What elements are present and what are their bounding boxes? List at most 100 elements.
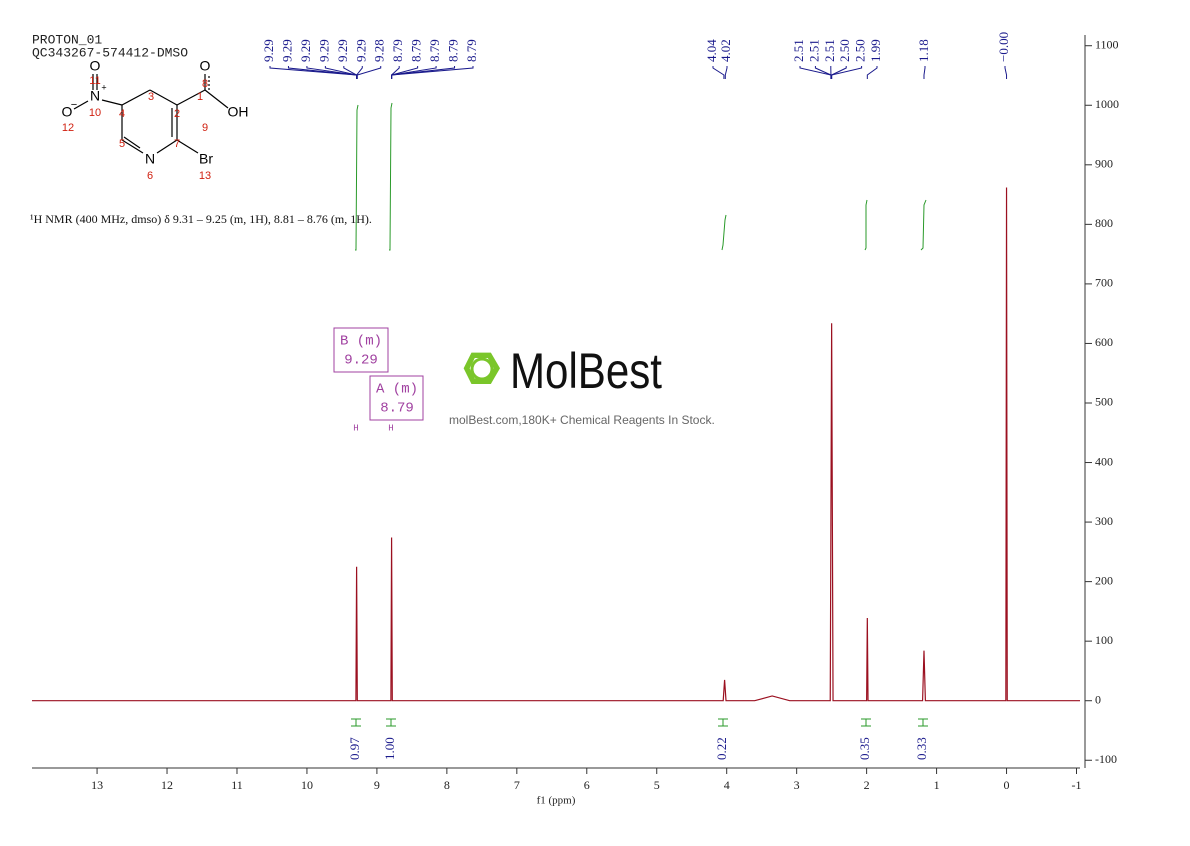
atom-label: N xyxy=(145,151,155,167)
peak-connector xyxy=(867,66,877,79)
integral-bracket xyxy=(386,719,396,726)
x-tick-label: 13 xyxy=(91,778,103,792)
peak-label: 2.51 xyxy=(822,39,837,62)
y-tick-label: 1000 xyxy=(1095,97,1119,111)
y-tick-label: 600 xyxy=(1095,335,1113,349)
peak-label: 9.29 xyxy=(279,39,294,62)
peak-label: 9.29 xyxy=(335,39,350,62)
spectrum xyxy=(32,187,1080,700)
x-tick-label: 5 xyxy=(654,778,660,792)
peak-label: 9.29 xyxy=(261,39,276,62)
atom-label: N xyxy=(90,88,100,104)
atom-number: 11 xyxy=(89,75,100,87)
peak-label: 8.79 xyxy=(427,39,442,62)
atom-number: 2 xyxy=(174,108,180,120)
x-tick-label: 3 xyxy=(794,778,800,792)
atom-label: + xyxy=(101,82,106,92)
atom-number: 7 xyxy=(174,138,180,150)
x-tick-label: -1 xyxy=(1072,778,1082,792)
peak-label: 9.29 xyxy=(316,39,331,62)
y-tick-label: 100 xyxy=(1095,633,1113,647)
peak-connector xyxy=(924,66,925,79)
atom-number: 4 xyxy=(119,108,125,120)
y-tick-label: 500 xyxy=(1095,395,1113,409)
x-tick-label: 0 xyxy=(1004,778,1010,792)
atom-label: − xyxy=(71,99,77,111)
x-tick-label: 7 xyxy=(514,778,520,792)
y-tick-label: 800 xyxy=(1095,216,1113,230)
watermark-tagline: molBest.com,180K+ Chemical Reagents In S… xyxy=(449,413,715,427)
y-tick-label: 0 xyxy=(1095,692,1101,706)
y-tick-label: 700 xyxy=(1095,276,1113,290)
multiplet-shift: 8.79 xyxy=(380,401,414,417)
multiplet-atom: H xyxy=(353,423,358,433)
x-tick-label: 2 xyxy=(864,778,870,792)
y-tick-label: 300 xyxy=(1095,514,1113,528)
x-tick-label: 11 xyxy=(231,778,243,792)
integral-label: 0.33 xyxy=(914,737,929,760)
y-tick-label: 400 xyxy=(1095,454,1113,468)
peak-label: 4.04 xyxy=(704,39,719,62)
multiplet-atom: H xyxy=(388,423,393,433)
atom-number: 1 xyxy=(197,91,203,103)
x-tick-label: 1 xyxy=(934,778,940,792)
atom-number: 6 xyxy=(147,170,153,182)
multiplet-name: A (m) xyxy=(376,382,418,398)
peak-label: 8.79 xyxy=(409,39,424,62)
x-axis-label: f1 (ppm) xyxy=(537,795,576,807)
logo xyxy=(467,355,497,381)
peak-label: 1.18 xyxy=(916,39,931,62)
multiplet-name: B (m) xyxy=(340,334,382,350)
integral-bracket xyxy=(918,719,928,726)
peak-label: 9.28 xyxy=(372,39,387,62)
peak-label: 8.79 xyxy=(464,39,479,62)
peak-connector xyxy=(392,66,400,79)
y-tick-label: 1100 xyxy=(1095,37,1119,51)
x-tick-label: 12 xyxy=(161,778,173,792)
x-tick-label: 9 xyxy=(374,778,380,792)
x-tick-label: 4 xyxy=(724,778,730,792)
peak-label: 9.29 xyxy=(353,39,368,62)
atom-label: O xyxy=(200,58,211,74)
sample-id: QC343267-574412-DMSO xyxy=(32,45,188,60)
x-tick-label: 8 xyxy=(444,778,450,792)
integral-bracket xyxy=(861,719,871,726)
integral-bracket xyxy=(718,719,728,726)
peak-label: 2.51 xyxy=(806,39,821,62)
integral-label: 0.22 xyxy=(714,737,729,760)
peak-label: 8.79 xyxy=(446,39,461,62)
atom-number: 8 xyxy=(202,78,208,90)
y-tick-label: -100 xyxy=(1095,752,1117,766)
atom-number: 13 xyxy=(199,170,211,182)
atom-label: O xyxy=(90,58,101,74)
peak-label: 1.99 xyxy=(868,39,883,62)
atom-number: 12 xyxy=(62,122,74,134)
integral-label: 1.00 xyxy=(382,737,397,760)
integral-label: 0.35 xyxy=(857,737,872,760)
peak-connector xyxy=(357,66,380,79)
integral-bracket xyxy=(351,719,361,726)
atom-label: OH xyxy=(228,104,249,120)
peak-connector xyxy=(392,66,473,79)
peak-label: 8.79 xyxy=(390,39,405,62)
multiplet-shift: 9.29 xyxy=(344,353,378,369)
integral-label: 0.97 xyxy=(347,737,362,760)
atom-label: Br xyxy=(199,151,213,167)
atom-number: 9 xyxy=(202,122,208,134)
x-tick-label: 10 xyxy=(301,778,313,792)
peak-connector xyxy=(1005,66,1007,79)
atom-number: 3 xyxy=(148,91,154,103)
atom-number: 5 xyxy=(119,138,125,150)
peak-label: 2.50 xyxy=(853,39,868,62)
y-tick-label: 900 xyxy=(1095,157,1113,171)
integral-curves xyxy=(355,103,926,250)
x-tick-label: 6 xyxy=(584,778,590,792)
peak-label: 4.02 xyxy=(718,39,733,62)
peak-connector xyxy=(725,66,727,79)
peak-label: 2.51 xyxy=(791,39,806,62)
peak-label: 2.50 xyxy=(837,39,852,62)
description: ¹H NMR (400 MHz, dmso) δ 9.31 – 9.25 (m,… xyxy=(30,212,372,226)
peak-connector xyxy=(713,66,724,79)
